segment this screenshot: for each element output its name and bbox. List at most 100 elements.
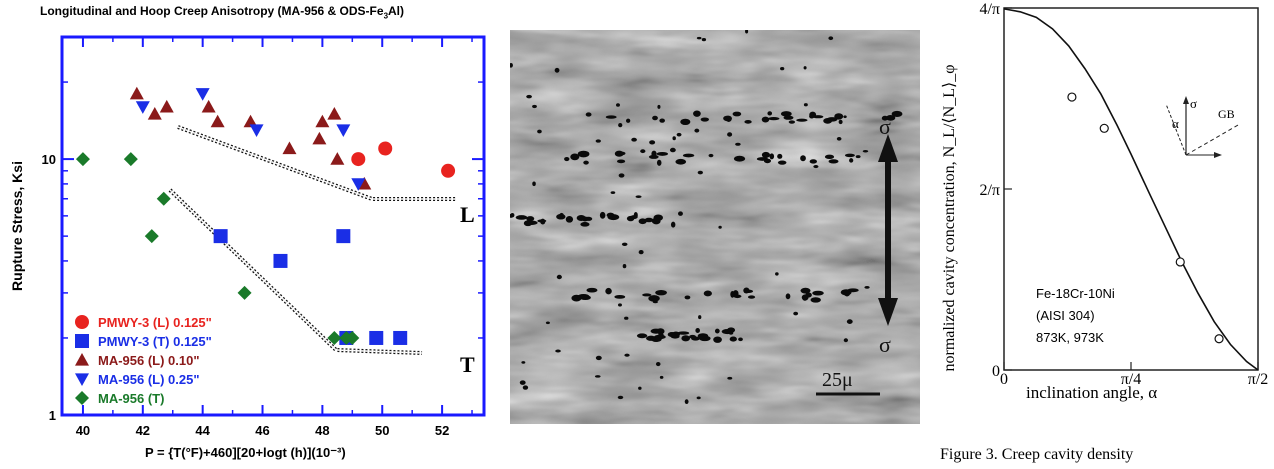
cavity <box>614 294 626 299</box>
cavity <box>635 195 642 199</box>
cavity <box>729 336 737 342</box>
inset-sigma: σ <box>1190 96 1197 111</box>
cavity <box>622 263 627 269</box>
cavity <box>621 242 628 247</box>
cavity <box>633 212 638 219</box>
data-point <box>345 330 360 345</box>
cavity <box>748 295 756 299</box>
legend-label: MA-956 (L) 0.25" <box>98 372 200 387</box>
legend-label: PMWY-3 (T) 0.125" <box>98 334 212 349</box>
cavity <box>595 139 601 143</box>
cavity <box>775 272 779 276</box>
cavity <box>586 287 598 293</box>
cavity <box>651 150 657 158</box>
annotation-L: L <box>460 202 475 227</box>
data-point <box>210 114 225 128</box>
data-point <box>135 101 150 114</box>
cavity <box>809 114 815 119</box>
cavity <box>718 225 722 229</box>
cavity <box>703 290 712 297</box>
cavity <box>645 335 657 341</box>
data-point <box>441 163 456 178</box>
legend-marker <box>75 391 89 405</box>
cavity <box>656 151 669 156</box>
cavity <box>515 215 528 220</box>
cavity <box>885 114 896 121</box>
y-tick-label-right: 0 <box>992 363 1000 380</box>
cavity <box>803 66 807 70</box>
cavity <box>828 36 834 41</box>
cavity <box>788 120 796 124</box>
cavity <box>785 293 791 300</box>
cavity <box>526 94 532 99</box>
cavity <box>681 335 691 342</box>
cavity <box>843 338 849 343</box>
cavity <box>847 288 859 293</box>
cavity <box>537 129 542 134</box>
cavity <box>675 158 687 165</box>
cavity <box>616 103 620 107</box>
data-point <box>129 86 144 100</box>
cavity <box>780 111 792 117</box>
cavity <box>812 290 824 296</box>
cavity <box>744 119 752 124</box>
cavity <box>526 216 535 222</box>
data-point <box>159 99 174 113</box>
cavity <box>669 147 676 153</box>
data-point <box>144 229 159 244</box>
y-tick-label-right: 4/π <box>979 1 1000 18</box>
cavity <box>694 128 700 133</box>
cavity <box>659 375 664 379</box>
cavity <box>677 331 690 335</box>
data-point <box>327 330 342 345</box>
data-point-right <box>1099 123 1109 133</box>
material-line-2: (AISI 304) <box>1036 308 1095 323</box>
cavity <box>585 112 592 117</box>
inset-gb: GB <box>1218 107 1235 121</box>
data-point <box>147 107 162 120</box>
cavity <box>745 29 749 34</box>
cavity <box>862 149 869 153</box>
data-point <box>330 152 345 165</box>
cavity <box>735 142 741 146</box>
cavity <box>801 294 809 301</box>
data-point-right <box>1175 257 1185 267</box>
y-tick-label: 1 <box>49 408 56 423</box>
cavity <box>864 285 870 289</box>
cavity <box>594 375 601 378</box>
cavity <box>714 328 720 334</box>
cavity <box>580 222 590 227</box>
cavity <box>625 118 631 123</box>
cavity <box>844 153 855 158</box>
cavity <box>652 115 658 121</box>
creep-plot-svg: 1 10 40 42 44 46 48 50 52 L T PMWY-3 (L) 0.125"… <box>9 35 486 460</box>
data-point <box>336 124 351 137</box>
cavity <box>605 287 612 295</box>
material-line-3: 873K, 973K <box>1036 330 1104 345</box>
cavity <box>693 110 701 117</box>
legend-label: MA-956 (L) 0.10" <box>98 353 200 368</box>
cavity <box>656 159 662 166</box>
cavity <box>756 157 769 161</box>
cavity <box>653 214 663 221</box>
cavity <box>689 334 697 339</box>
legend-label: MA-956 (T) <box>98 391 164 406</box>
micrograph-image: σ σ 25μ <box>508 29 920 424</box>
data-point-right <box>1214 334 1224 344</box>
cavity <box>684 399 689 405</box>
cavity <box>657 104 661 109</box>
cavity <box>636 333 648 339</box>
x-tick-label: 52 <box>435 423 449 438</box>
cavity <box>668 333 679 337</box>
cavity <box>649 140 656 145</box>
cavity <box>564 156 570 162</box>
cavity <box>769 153 775 160</box>
data-point <box>201 99 216 113</box>
cavity <box>655 289 667 296</box>
cavity <box>780 66 785 71</box>
cavity <box>644 217 654 223</box>
cavity <box>624 353 630 357</box>
cavity <box>727 327 736 333</box>
cavity <box>510 212 515 218</box>
cavity <box>650 328 662 334</box>
